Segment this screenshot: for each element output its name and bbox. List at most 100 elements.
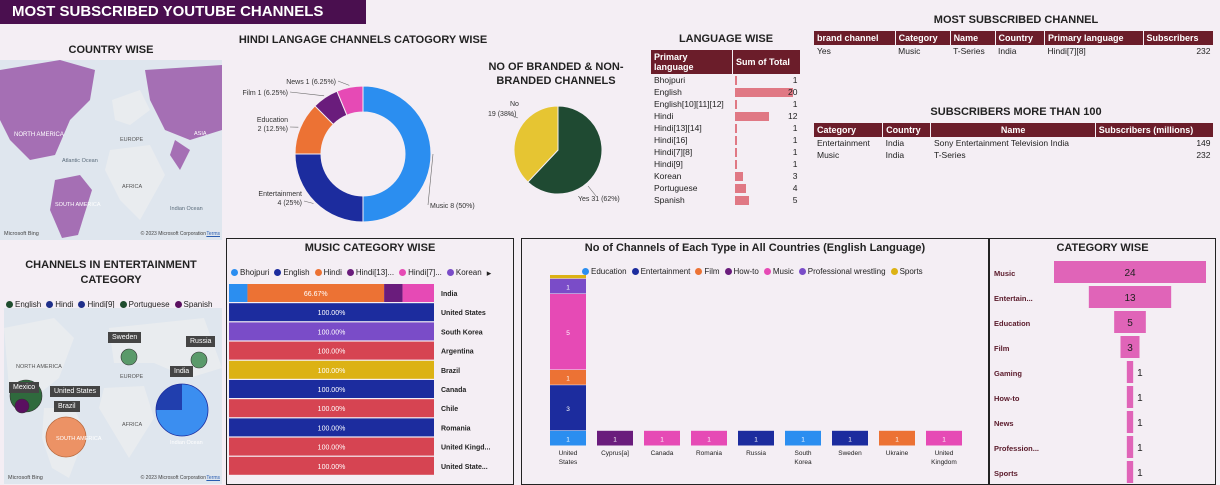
col-header[interactable]: Category	[814, 123, 884, 137]
map-terms-link[interactable]: Terms	[206, 475, 220, 481]
bar-segment[interactable]	[229, 380, 434, 398]
bar-segment[interactable]	[229, 418, 434, 437]
funnel-bar[interactable]	[1120, 336, 1140, 358]
pie-slice-yes[interactable]	[527, 105, 603, 195]
col-header[interactable]: Sum of Total	[732, 50, 801, 74]
legend-item[interactable]: Korean	[446, 268, 482, 277]
funnel-bar[interactable]	[1054, 261, 1206, 283]
bar-segment[interactable]	[550, 385, 586, 431]
ent-map[interactable]: NORTH AMERICA EUROPE AFRICA SOUTH AMERIC…	[4, 308, 222, 484]
map-pin-russia[interactable]: Russia	[186, 336, 216, 347]
funnel-bar[interactable]	[1126, 361, 1134, 383]
bar-segment[interactable]	[597, 430, 633, 446]
map-pin-brazil[interactable]: Brazil	[54, 401, 80, 412]
col-header[interactable]: Country	[995, 31, 1046, 45]
bar-segment[interactable]	[832, 430, 868, 446]
table-row[interactable]: Yes Music T-Series India Hindi[7][8] 232	[814, 45, 1214, 57]
bar-segment[interactable]	[785, 430, 821, 446]
table-row[interactable]: Spanish 5	[651, 194, 801, 206]
bar-segment[interactable]	[247, 284, 385, 302]
donut-slice-news[interactable]	[336, 85, 364, 116]
col-header[interactable]: Name	[950, 31, 996, 45]
legend-item[interactable]: Entertainment	[631, 267, 690, 276]
bar-segment[interactable]	[229, 456, 434, 475]
table-row[interactable]: Music India T-Series 232	[814, 149, 1214, 161]
bar-segment[interactable]	[691, 430, 727, 446]
legend-item[interactable]: Hindi	[46, 300, 73, 309]
map-pin-mexico[interactable]: Mexico	[9, 382, 40, 393]
table-row[interactable]: English 20	[651, 86, 801, 98]
table-row[interactable]: Hindi[9] 1	[651, 158, 801, 170]
donut-slice-music[interactable]	[362, 85, 432, 223]
funnel-bar[interactable]	[1088, 286, 1172, 308]
table-row[interactable]: Bhojpuri 1	[651, 74, 801, 86]
bar-segment[interactable]	[229, 399, 434, 418]
map-pin-united-states[interactable]: United States	[50, 386, 101, 397]
bar-segment[interactable]	[550, 278, 586, 294]
legend-item[interactable]: Professional wrestling	[798, 267, 886, 276]
table-row[interactable]: Korean 3	[651, 170, 801, 182]
bar-segment[interactable]	[229, 322, 434, 341]
table-row[interactable]: Hindi[7][8] 1	[651, 146, 801, 158]
bar-segment[interactable]	[926, 430, 962, 446]
funnel-bar[interactable]	[1114, 311, 1146, 333]
legend-next-icon[interactable]: ▸	[486, 268, 492, 278]
bar-segment[interactable]	[229, 284, 248, 302]
col-header[interactable]: Country	[882, 123, 932, 137]
bar-segment[interactable]	[229, 341, 434, 360]
bar-segment[interactable]	[229, 437, 434, 456]
pie-slice-no[interactable]	[513, 105, 559, 183]
legend-item[interactable]: Hindi[13]...	[346, 268, 394, 277]
col-header[interactable]: Primary language	[1044, 31, 1144, 45]
category-funnel-chart[interactable]: 24 Music 13 Entertain... 5 Education 3 Film 1 Gam…	[990, 259, 1215, 484]
legend-item[interactable]: Sports	[890, 267, 923, 276]
music-stacked-chart[interactable]: 66.67% India 100.00% United States 100.00% So…	[227, 279, 513, 484]
legend-item[interactable]: English	[274, 268, 310, 277]
bar-segment[interactable]	[384, 284, 403, 302]
table-row[interactable]: Portuguese 4	[651, 182, 801, 194]
hindi-donut-chart[interactable]: Music 8 (50%) Entertainment 4 (25%) Educati…	[232, 62, 494, 232]
table-row[interactable]: Entertainment India Sony Entertainment Tel…	[814, 137, 1214, 149]
col-header[interactable]: Subscribers	[1143, 31, 1214, 45]
bar-segment[interactable]	[738, 430, 774, 446]
country-map[interactable]: NORTH AMERICA Atlantic Ocean EUROPE AFRI…	[0, 60, 222, 240]
col-header[interactable]: Subscribers (millions)	[1095, 123, 1215, 137]
legend-item[interactable]: How-to	[724, 267, 759, 276]
bar-segment[interactable]	[550, 430, 586, 446]
map-terms-link[interactable]: Terms	[206, 231, 220, 237]
legend-item[interactable]: Portuguese	[119, 300, 170, 309]
legend-item[interactable]: Hindi[9]	[78, 300, 115, 309]
col-header[interactable]: Name	[930, 123, 1096, 137]
bar-segment[interactable]	[879, 430, 915, 446]
map-pin-india[interactable]: India	[170, 366, 194, 377]
bar-segment[interactable]	[550, 275, 586, 279]
col-header[interactable]: Category	[895, 31, 951, 45]
legend-item[interactable]: Film	[695, 267, 720, 276]
channels-stacked-chart[interactable]: 1 3 1 5 1 1 United States 1 Cyprus[a] 1 Canada 1 Roma…	[522, 275, 988, 484]
legend-item[interactable]: Education	[582, 267, 627, 276]
col-header[interactable]: Primary language	[651, 50, 733, 74]
bar-segment[interactable]	[229, 303, 434, 322]
bar-segment[interactable]	[229, 360, 434, 379]
bar-segment[interactable]	[644, 430, 680, 446]
funnel-bar[interactable]	[1126, 461, 1134, 483]
funnel-bar[interactable]	[1126, 436, 1134, 458]
table-row[interactable]: Hindi[13][14] 1	[651, 122, 801, 134]
map-pin-sweden[interactable]: Sweden	[108, 332, 142, 343]
table-row[interactable]: Hindi 12	[651, 110, 801, 122]
branded-pie-chart[interactable]: Yes 31 (62%) No 19 (38%)	[470, 88, 642, 216]
legend-item[interactable]: Hindi	[314, 268, 342, 277]
table-row[interactable]: Hindi[16] 1	[651, 134, 801, 146]
bar-segment[interactable]	[402, 284, 434, 302]
donut-slice-entertainment[interactable]	[294, 153, 364, 223]
legend-item[interactable]: Hindi[7]...	[399, 268, 442, 277]
col-header[interactable]: brand channel	[814, 31, 896, 45]
bar-segment[interactable]	[550, 294, 586, 370]
legend-item[interactable]: English	[6, 300, 41, 309]
table-row[interactable]: English[10][11][12] 1	[651, 98, 801, 110]
funnel-bar[interactable]	[1126, 411, 1134, 433]
legend-item[interactable]: Spanish	[174, 300, 212, 309]
legend-item[interactable]: Music	[763, 267, 794, 276]
funnel-bar[interactable]	[1126, 386, 1134, 408]
bar-segment[interactable]	[550, 370, 586, 385]
